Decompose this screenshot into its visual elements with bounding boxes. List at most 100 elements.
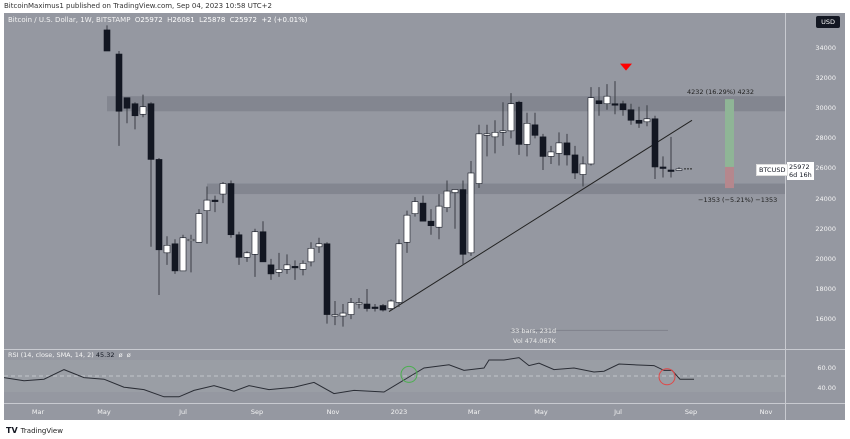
- bearish-candle: [459, 189, 467, 255]
- time-tick: Jul: [614, 408, 622, 416]
- high-value: 26081: [172, 16, 195, 24]
- bullish-candle: [243, 252, 251, 258]
- price-tick: 34000: [815, 44, 836, 52]
- bearish-candle: [595, 100, 603, 105]
- bullish-candle: [179, 237, 187, 272]
- bullish-candle: [491, 132, 499, 138]
- rsi-label[interactable]: RSI (14, close, SMA, 14, 2): [8, 351, 94, 359]
- bearish-candle: [115, 53, 123, 112]
- bearish-candle: [371, 306, 379, 309]
- price-tick: 30000: [815, 104, 836, 113]
- footer-brand[interactable]: TradingView: [20, 426, 63, 435]
- bearish-candle: [667, 169, 675, 172]
- bullish-candle: [451, 189, 459, 193]
- bearish-candle: [571, 154, 579, 174]
- range-bars-label: 33 bars, 231d: [511, 327, 557, 335]
- bearish-candle: [563, 142, 571, 156]
- time-tick: Nov: [759, 408, 773, 416]
- bearish-candle: [323, 243, 331, 315]
- bullish-candle: [299, 263, 307, 270]
- range-volume-label: Vol 474.067K: [513, 337, 556, 345]
- time-tick: Mar: [467, 408, 481, 416]
- bearish-candle: [531, 124, 539, 136]
- bearish-candle: [659, 166, 667, 169]
- bearish-cross-circle-icon: [658, 368, 676, 386]
- bullish-candle: [339, 312, 347, 317]
- price-axis[interactable]: USD 25972 6d 16h 60.00 40.00 34000 32000 3…: [785, 13, 846, 420]
- tradingview-logo-icon[interactable]: TV: [6, 426, 18, 435]
- price-tick: 28000: [815, 134, 836, 143]
- price-tick: 32000: [815, 74, 836, 83]
- bearish-candle: [171, 243, 179, 272]
- currency-button[interactable]: USD: [816, 16, 840, 28]
- bullish-candle: [467, 172, 475, 254]
- support-zone: [207, 183, 785, 195]
- price-tick: 24000: [815, 194, 836, 203]
- time-tick: May: [534, 408, 548, 416]
- long-position-box: [725, 99, 734, 167]
- bearish-candle: [635, 119, 643, 124]
- bearish-candle: [539, 136, 547, 157]
- price-pane[interactable]: [4, 13, 785, 349]
- bullish-candle: [435, 205, 443, 228]
- bearish-candle: [419, 202, 427, 222]
- price-tick: 16000: [815, 315, 836, 324]
- bullish-candle: [403, 214, 411, 243]
- bullish-candle: [483, 133, 491, 136]
- time-tick: 2023: [390, 408, 408, 416]
- bullish-candle: [187, 238, 195, 242]
- short-position-box: [725, 166, 734, 189]
- close-value: 25972: [234, 16, 257, 24]
- bearish-candle: [611, 103, 619, 106]
- low-value: 25878: [203, 16, 226, 24]
- ascending-trendline: [388, 119, 693, 312]
- bullish-candle: [547, 151, 555, 157]
- bullish-candle: [443, 190, 451, 208]
- bearish-candle: [651, 118, 659, 168]
- resistance-zone: [107, 96, 785, 112]
- bullish-candle: [203, 199, 211, 211]
- time-tick: Mar: [31, 408, 45, 416]
- bullish-candle: [163, 244, 171, 254]
- bullish-candle: [195, 213, 203, 243]
- bullish-candle: [219, 183, 227, 195]
- bullish-candle: [139, 106, 147, 115]
- bullish-candle: [675, 168, 683, 171]
- top-marker-icon: [620, 63, 632, 71]
- bearish-candle: [627, 109, 635, 121]
- bearish-candle: [259, 231, 267, 263]
- bullish-candle: [411, 201, 419, 214]
- time-tick: May: [97, 408, 111, 416]
- bearish-candle: [211, 199, 219, 202]
- bullish-cross-circle-icon: [400, 365, 418, 383]
- symbol-header: Bitcoin / U.S. Dollar, 1W, BITSTAMP O259…: [8, 16, 308, 24]
- bullish-candle: [283, 264, 291, 270]
- time-tick: Sep: [684, 408, 698, 416]
- bullish-candle: [555, 142, 563, 154]
- chart-frame[interactable]: Bitcoin / U.S. Dollar, 1W, BITSTAMP O259…: [4, 13, 845, 420]
- bullish-candle: [603, 95, 611, 105]
- price-tick: 22000: [815, 224, 836, 233]
- rsi-header: RSI (14, close, SMA, 14, 2) 45.32 ø ø: [8, 351, 131, 359]
- time-tick: Jul: [179, 408, 187, 416]
- bullish-candle: [355, 302, 363, 305]
- price-tick: 20000: [815, 254, 836, 263]
- bearish-candle: [427, 220, 435, 227]
- price-tick: 26000: [815, 164, 836, 173]
- long-measure-label: 4232 (16.29%) 4232: [687, 88, 755, 96]
- bearish-candle: [515, 101, 523, 145]
- bullish-candle: [507, 103, 515, 132]
- bearish-candle: [147, 103, 155, 160]
- time-axis[interactable]: Mar May Jul Sep Nov 2023 Mar May Jul Sep Nov: [4, 403, 785, 421]
- bullish-candle: [331, 314, 339, 317]
- bullish-candle: [643, 118, 651, 123]
- bearish-candle: [619, 103, 627, 111]
- bullish-candle: [579, 163, 587, 175]
- short-measure-label: −1353 (−5.21%) −1353: [698, 196, 778, 204]
- pane-divider[interactable]: [4, 349, 845, 350]
- last-price-tag: 25972 6d 16h: [787, 162, 814, 180]
- bullish-candle: [315, 243, 323, 248]
- symbol-description[interactable]: Bitcoin / U.S. Dollar, 1W, BITSTAMP: [8, 16, 131, 24]
- rsi-pane[interactable]: [4, 350, 785, 404]
- bearish-candle: [267, 264, 275, 275]
